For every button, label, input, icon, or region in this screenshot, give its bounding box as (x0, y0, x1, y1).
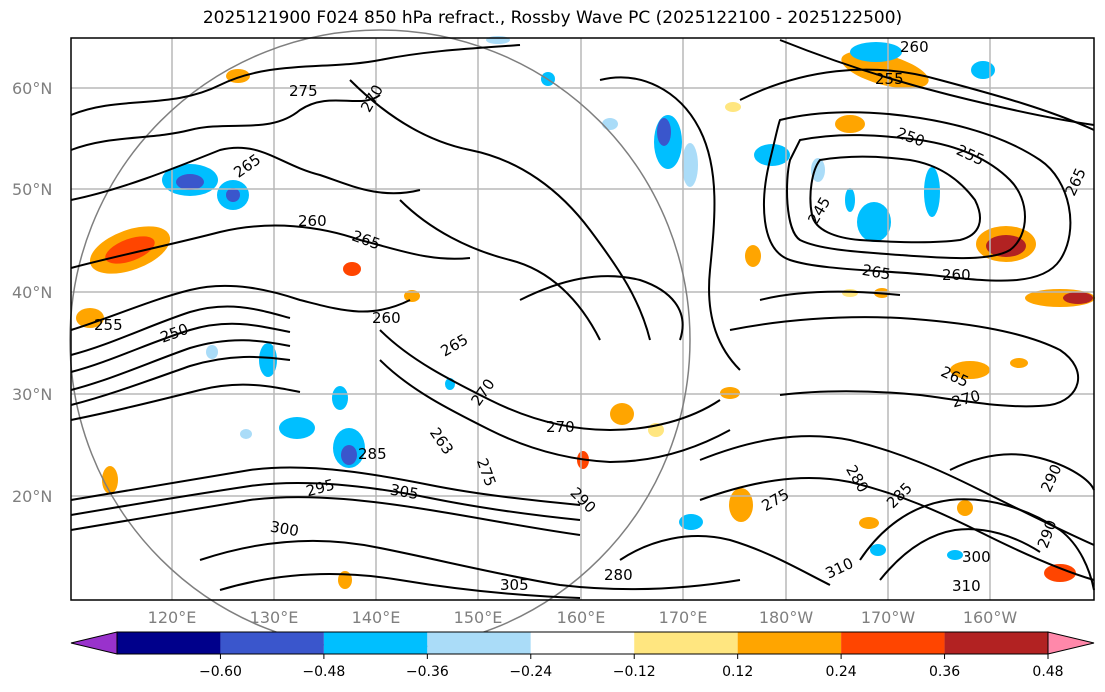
contour-label: 275 (289, 82, 318, 100)
lon-label: 160°E (557, 608, 606, 627)
colorbar-tick-label: −0.36 (406, 664, 449, 680)
lon-label: 170°W (861, 608, 916, 627)
latitude-labels: 60°N 50°N 40°N 30°N 20°N (12, 79, 52, 506)
contour-label: 255 (94, 316, 123, 334)
colorbar-tick-label: −0.60 (199, 664, 242, 680)
lat-label: 50°N (12, 180, 52, 199)
colorbar-extend-low (70, 631, 118, 655)
colorbar-tick-label: −0.48 (302, 664, 345, 680)
contour-label: 305 (500, 576, 529, 594)
colorbar-segment (220, 632, 324, 654)
lon-label: 130°E (250, 608, 299, 627)
contour-label: 300 (962, 548, 991, 566)
contour-label: 305 (389, 481, 420, 504)
contour-label: 260 (900, 38, 929, 56)
contour-label: 300 (269, 518, 300, 541)
colorbar-boxes (116, 631, 1049, 655)
map-frame (70, 37, 1095, 601)
lon-label: 160°W (963, 608, 1018, 627)
colorbar-segment (323, 632, 428, 654)
contour-label: 265 (861, 261, 892, 284)
colorbar-segment (944, 632, 1048, 654)
contour-label: 280 (604, 566, 633, 584)
lat-label: 20°N (12, 487, 52, 506)
colorbar-segment (427, 632, 531, 654)
colorbar-tick-label: −0.24 (509, 664, 552, 680)
colorbar: −0.60 −0.48 −0.36 −0.24 −0.12 0.12 0.24 0.36 0.4… (70, 631, 1095, 680)
colorbar-segment (634, 632, 738, 654)
colorbar-tick-label: 0.48 (1032, 664, 1063, 680)
colorbar-segment (117, 632, 221, 654)
longitude-labels: 120°E 130°E 140°E 150°E 160°E 170°E 180°… (148, 608, 1018, 627)
map-title: 2025121900 F024 850 hPa refract., Rossby… (202, 8, 903, 28)
refractivity-contours (70, 39, 1095, 599)
colorbar-tick-label: 0.12 (722, 664, 753, 680)
lat-label: 40°N (12, 283, 52, 302)
contour-label: 260 (372, 309, 401, 327)
contour-label: 255 (875, 70, 904, 88)
contour-label: 270 (546, 418, 575, 436)
colorbar-segment (737, 632, 842, 654)
lat-label: 60°N (12, 79, 52, 98)
contour-label: 285 (358, 445, 387, 463)
colorbar-ticks: −0.60 −0.48 −0.36 −0.24 −0.12 0.12 0.24 0.36 0.4… (199, 654, 1064, 680)
lon-label: 180°W (759, 608, 814, 627)
colorbar-extend-high (1047, 631, 1095, 655)
lon-label: 170°E (659, 608, 708, 627)
contour-label: 260 (942, 266, 971, 284)
colorbar-tick-label: 0.36 (929, 664, 960, 680)
lon-label: 140°E (352, 608, 401, 627)
colorbar-tick-label: −0.12 (613, 664, 656, 680)
lat-label: 30°N (12, 385, 52, 404)
contour-label: 310 (952, 577, 981, 595)
colorbar-segment (530, 632, 635, 654)
rossby-shading (76, 36, 1095, 589)
contour-label: 260 (298, 212, 327, 230)
lon-label: 120°E (148, 608, 197, 627)
colorbar-segment (841, 632, 945, 654)
colorbar-tick-label: 0.24 (826, 664, 857, 680)
lon-label: 150°E (454, 608, 503, 627)
